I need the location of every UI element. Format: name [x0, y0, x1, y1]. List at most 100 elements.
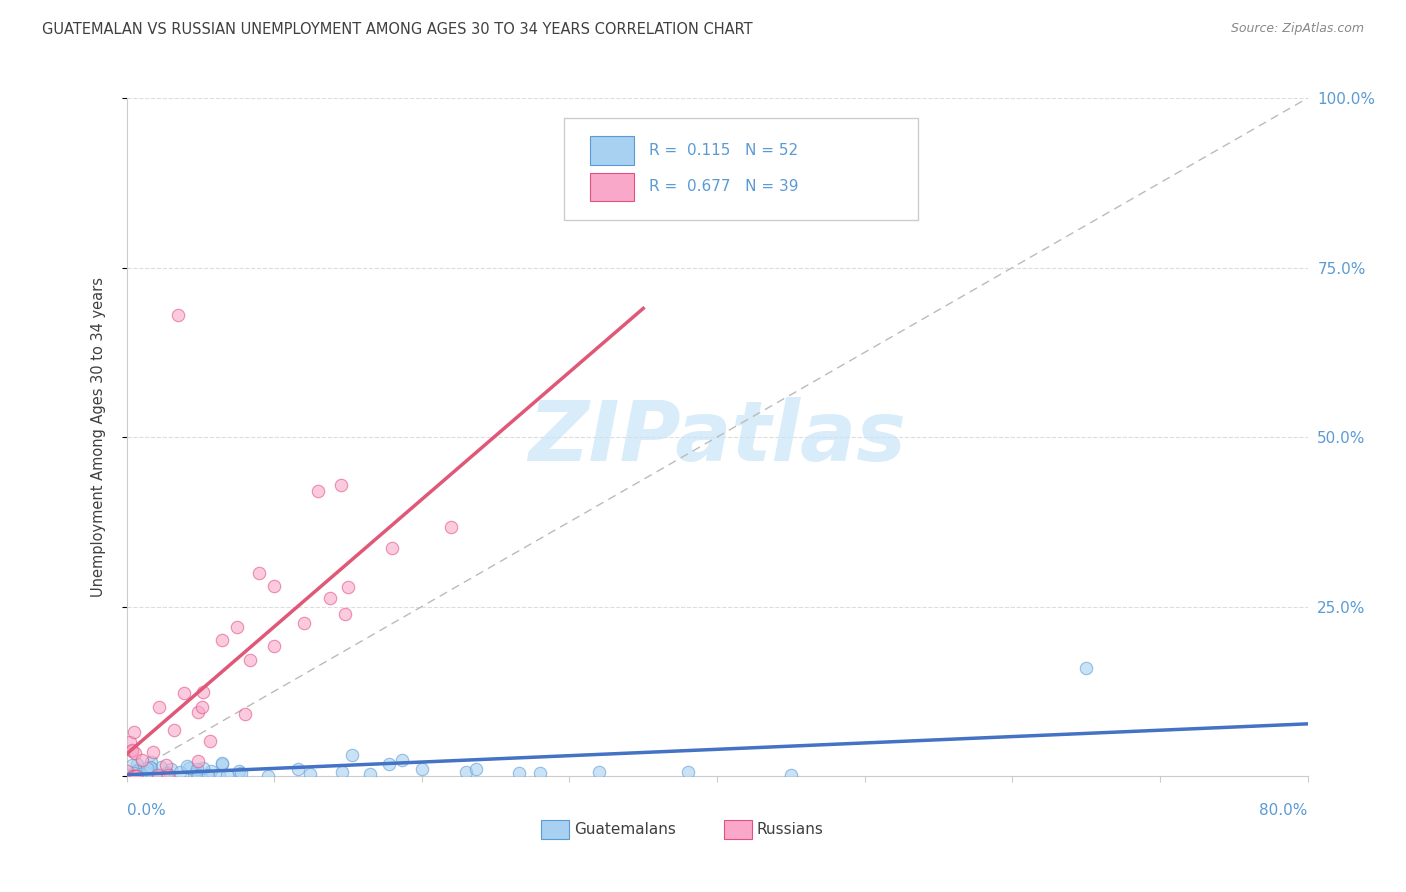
Text: Guatemalans: Guatemalans: [574, 822, 675, 837]
Point: [197, 768, 219, 782]
Point: [588, 764, 610, 779]
Point: [183, 766, 205, 780]
Point: [208, 767, 231, 781]
Point: [115, 764, 138, 779]
Point: [121, 758, 143, 772]
Point: [228, 764, 250, 778]
Point: [121, 743, 143, 757]
Point: [378, 757, 401, 772]
Point: [1076, 660, 1098, 674]
Point: [141, 762, 163, 776]
Point: [247, 566, 270, 580]
Point: [263, 579, 285, 593]
Point: [381, 541, 404, 556]
Point: [129, 766, 152, 780]
Point: [187, 768, 209, 782]
Point: [191, 685, 214, 699]
Point: [146, 768, 169, 782]
Text: R =  0.115   N = 52: R = 0.115 N = 52: [648, 143, 797, 158]
Point: [508, 766, 530, 780]
Point: [136, 766, 159, 780]
Point: [169, 765, 191, 780]
Point: [332, 764, 354, 779]
Point: [122, 766, 145, 780]
Point: [157, 768, 180, 782]
Point: [191, 699, 214, 714]
Point: [176, 759, 198, 773]
Point: [138, 763, 160, 777]
Point: [122, 725, 145, 739]
Text: R =  0.677   N = 39: R = 0.677 N = 39: [648, 179, 799, 194]
Text: ZIPatlas: ZIPatlas: [529, 397, 905, 477]
Point: [122, 769, 145, 783]
Point: [125, 769, 148, 783]
Point: [156, 766, 179, 780]
Text: Source: ZipAtlas.com: Source: ZipAtlas.com: [1230, 22, 1364, 36]
Point: [120, 735, 142, 749]
FancyBboxPatch shape: [589, 173, 634, 202]
Point: [149, 760, 172, 774]
Point: [256, 769, 278, 783]
Point: [229, 766, 252, 780]
Text: 80.0%: 80.0%: [1260, 803, 1308, 818]
Point: [340, 747, 363, 762]
Point: [391, 753, 413, 767]
Point: [125, 763, 148, 777]
Point: [676, 764, 699, 779]
Point: [142, 746, 165, 760]
Point: [187, 705, 209, 719]
Point: [319, 591, 342, 606]
Point: [187, 754, 209, 768]
Point: [122, 769, 145, 783]
Point: [135, 761, 157, 775]
Point: [186, 765, 208, 780]
Point: [287, 763, 309, 777]
Point: [329, 477, 352, 491]
Point: [779, 768, 801, 782]
Point: [127, 764, 149, 778]
Point: [173, 686, 195, 700]
Point: [139, 755, 162, 769]
Point: [211, 633, 233, 648]
Text: 0.0%: 0.0%: [127, 803, 166, 818]
Point: [359, 767, 381, 781]
Point: [186, 763, 208, 777]
Point: [440, 520, 463, 534]
Point: [136, 766, 159, 780]
Y-axis label: Unemployment Among Ages 30 to 34 years: Unemployment Among Ages 30 to 34 years: [91, 277, 105, 597]
Point: [529, 766, 551, 780]
Point: [124, 746, 146, 760]
FancyBboxPatch shape: [564, 119, 918, 220]
Point: [200, 764, 222, 778]
Point: [239, 653, 262, 667]
Point: [307, 484, 329, 499]
Point: [263, 639, 285, 653]
Point: [337, 580, 360, 594]
Point: [125, 769, 148, 783]
Point: [298, 766, 321, 780]
Point: [177, 761, 200, 775]
Point: [191, 761, 214, 775]
Point: [233, 707, 256, 722]
Point: [167, 308, 190, 322]
Point: [335, 607, 357, 621]
Point: [465, 763, 488, 777]
Point: [226, 620, 249, 634]
Point: [456, 764, 478, 779]
Text: GUATEMALAN VS RUSSIAN UNEMPLOYMENT AMONG AGES 30 TO 34 YEARS CORRELATION CHART: GUATEMALAN VS RUSSIAN UNEMPLOYMENT AMONG…: [42, 22, 752, 37]
Point: [125, 757, 148, 772]
Point: [131, 754, 153, 768]
Point: [121, 767, 143, 781]
Point: [292, 615, 315, 630]
Point: [148, 700, 170, 714]
FancyBboxPatch shape: [589, 136, 634, 164]
Point: [211, 756, 233, 771]
Point: [139, 760, 162, 774]
Point: [160, 762, 183, 776]
Point: [155, 757, 177, 772]
Point: [198, 734, 221, 748]
Point: [143, 768, 166, 782]
Point: [211, 756, 233, 771]
Point: [217, 768, 239, 782]
Point: [121, 744, 143, 758]
